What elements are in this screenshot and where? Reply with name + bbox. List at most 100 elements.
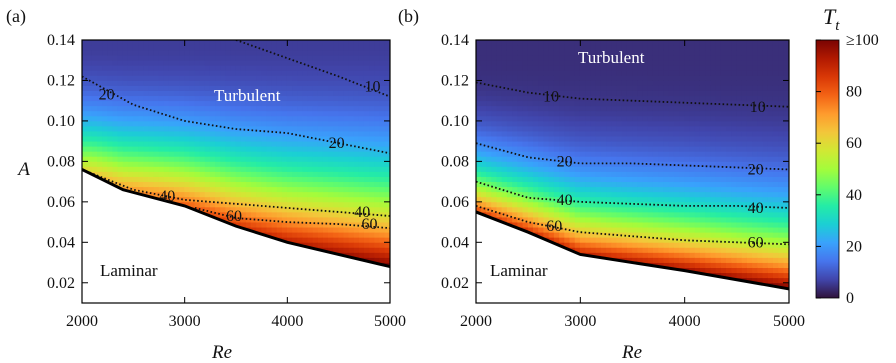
panel-a-heatmap-cell [189,186,196,193]
panel-b-heatmap-cell [476,206,482,213]
panel-a-heatmap-cell [297,80,304,86]
panel-a-heatmap-cell [138,75,144,81]
panel-a-heatmap-cell [363,186,370,193]
panel-a-heatmap-cell [302,155,309,162]
panel-a-heatmap-cell [317,226,324,233]
panel-b-heatmap-cell [626,155,633,162]
panel-b-heatmap-cell [647,236,654,243]
panel-a-heatmap-cell [363,80,370,86]
panel-a-heatmap-cell [220,155,227,162]
panel-a-heatmap-cell [112,130,119,137]
panel-a-heatmap-cell [384,85,390,91]
panel-a-heatmap-cell [358,191,365,198]
panel-a-heatmap-cell [199,95,206,102]
panel-a-heatmap-cell [266,145,273,152]
panel-a-heatmap-cell [292,120,298,127]
panel-a-heatmap-cell [338,115,345,122]
panel-b-heatmap-cell [632,257,639,263]
panel-a-heatmap-cell [97,54,103,61]
panel-a-heatmap-cell [348,115,355,122]
panel-b-heatmap-cell [512,135,519,142]
panel-a-heatmap-cell [138,54,144,61]
panel-a-heatmap-cell [343,236,350,243]
panel-a-heatmap-cell [184,64,191,71]
panel-a-heatmap-cell [189,166,196,172]
panel-a-heatmap-cell [261,160,268,167]
panel-b-heatmap-cell [553,231,560,238]
panel-b-heatmap-cell [517,110,524,117]
panel-b-heatmap-cell [512,64,519,71]
panel-a-heatmap-cell [297,130,304,137]
panel-b-heatmap-cell [559,90,566,97]
panel-a-heatmap-cell [281,166,288,172]
panel-a-heatmap-cell [271,176,278,183]
panel-a-heatmap-cell [102,95,109,102]
panel-a-heatmap-cell [322,236,329,243]
panel-a-heatmap-cell [338,176,345,183]
panel-a-heatmap-cell [271,115,278,122]
panel-a-heatmap-cell [163,171,170,177]
panel-b-heatmap-cell [522,140,529,147]
panel-b-heatmap-cell [611,171,618,177]
panel-b-heatmap-cell [569,160,576,167]
panel-a-heatmap-cell [358,241,365,248]
panel-a-heatmap-cell [148,54,155,61]
panel-b-heatmap-cell [632,201,639,208]
panel-a-heatmap-cell [153,59,160,66]
panel-b-heatmap-cell [496,160,503,167]
panel-a-heatmap-cell [322,181,329,188]
panel-a-heatmap-cell [271,135,278,142]
panel-a-heatmap-cell [302,196,309,203]
panel-a-heatmap-cell [168,125,175,132]
panel-b-heatmap-cell [616,59,623,66]
panel-b-heatmap-cell [532,105,539,112]
panel-a-heatmap-cell [204,176,211,183]
panel-a-heatmap-cell [82,110,88,117]
panel-b-heatmap-cell [501,49,508,56]
panel-a-heatmap-cell [143,85,150,91]
panel-a-heatmap-cell [153,40,160,46]
panel-a-heatmap-cell [143,64,150,71]
panel-a-heatmap-cell [199,110,206,117]
panel-b-heatmap-cell [626,44,633,51]
panel-b-heatmap-cell [611,191,618,198]
panel-b-heatmap-cell [621,252,628,258]
panel-b-heatmap-cell [579,110,586,117]
panel-a-heatmap-cell [132,130,139,137]
panel-a-heatmap-cell [158,130,165,137]
panel-a-heatmap-cell [117,80,124,86]
panel-a-heatmap-cell [189,125,196,132]
panel-b-heatmap-cell [548,226,555,233]
panel-a-heatmap-cell [122,85,129,91]
panel-b-heatmap-cell [611,231,618,238]
panel-a-heatmap-cell [148,105,155,112]
panel-b-heatmap-cell [611,140,618,147]
panel-b-heatmap-cell [626,100,633,107]
panel-a-heatmap-cell [256,166,263,172]
panel-b-heatmap-cell [564,221,571,228]
panel-a-heatmap-cell [97,110,103,117]
panel-b-heatmap-cell [517,115,524,122]
panel-a-heatmap-cell [112,64,119,71]
panel-b-heatmap-cell [543,211,550,218]
panel-b-heatmap-cell [637,176,644,183]
panel-a-heatmap-cell [292,216,298,223]
panel-b-heatmap-cell [626,59,633,66]
panel-b-heatmap-cell [559,236,566,243]
panel-b-heatmap-cell [559,80,566,86]
panel-a-heatmap-cell [168,90,175,97]
panel-a-heatmap-cell [358,75,365,81]
panel-a-heatmap-cell [374,100,381,107]
panel-b-heatmap-cell [642,216,649,223]
panel-b-heatmap-cell [553,64,560,71]
panel-a-heatmap-cell [358,145,365,152]
panel-b-heatmap-cell [611,211,618,218]
panel-a-heatmap-cell [235,95,242,102]
panel-a-heatmap-cell [384,120,390,127]
panel-a-heatmap-cell [148,155,155,162]
panel-a-heatmap-cell [266,49,273,56]
panel-a-heatmap-cell [189,69,196,76]
panel-a-heatmap-cell [379,145,386,152]
panel-a-heatmap-cell [230,160,237,167]
panel-a-heatmap-cell [292,226,298,233]
